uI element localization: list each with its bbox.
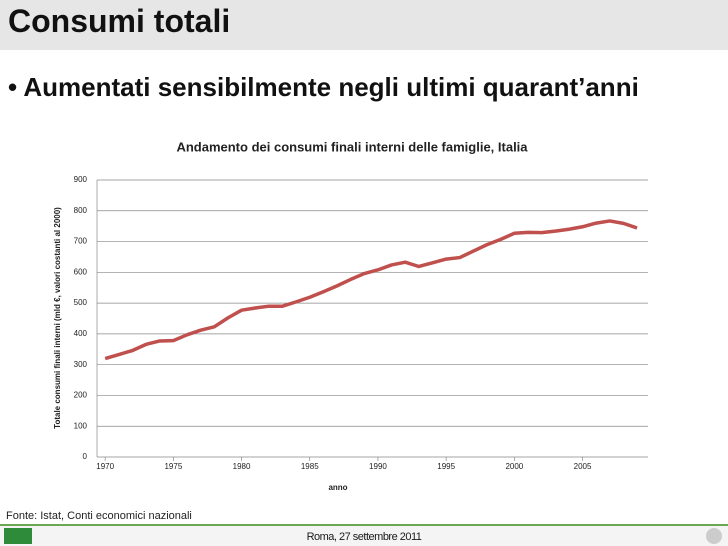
y-tick-label: 800 xyxy=(74,206,88,215)
chart-title: Andamento dei consumi finali interni del… xyxy=(176,139,528,154)
bullet-dot: • xyxy=(8,72,24,102)
y-tick-label: 200 xyxy=(74,391,88,400)
y-tick-label: 100 xyxy=(74,421,88,430)
x-tick-label: 1990 xyxy=(369,462,387,471)
x-tick-label: 1995 xyxy=(437,462,455,471)
y-tick-label: 900 xyxy=(74,175,88,184)
y-tick-label: 500 xyxy=(74,298,88,307)
chart: Andamento dei consumi finali interni del… xyxy=(53,139,648,492)
y-tick-label: 700 xyxy=(74,237,88,246)
x-tick-label: 2005 xyxy=(574,462,592,471)
x-tick-label: 1980 xyxy=(233,462,251,471)
y-tick-label: 0 xyxy=(83,452,88,461)
x-tick-label: 2000 xyxy=(505,462,523,471)
slide-title: Consumi totali xyxy=(8,3,231,39)
x-axis-label: anno xyxy=(328,483,347,492)
footer-date: Roma, 27 settembre 2011 xyxy=(306,531,422,543)
logo-left xyxy=(4,528,32,544)
y-tick-label: 400 xyxy=(74,329,88,338)
x-tick-label: 1985 xyxy=(301,462,319,471)
bullet-text: Aumentati sensibilmente negli ultimi qua… xyxy=(23,72,639,102)
y-tick-label: 600 xyxy=(74,267,88,276)
logo-right xyxy=(706,528,722,544)
header-bar xyxy=(0,0,728,50)
x-tick-label: 1975 xyxy=(164,462,182,471)
footer-bar: Roma, 27 settembre 2011 xyxy=(0,524,728,546)
source-note: Fonte: Istat, Conti economici nazionali xyxy=(6,510,192,522)
y-tick-label: 300 xyxy=(74,360,88,369)
y-axis-label: Totale consumi finali interni (mld €, va… xyxy=(53,207,62,429)
bullet: • Aumentati sensibilmente negli ultimi q… xyxy=(8,72,639,103)
data-line xyxy=(104,219,638,361)
x-tick-label: 1970 xyxy=(96,462,114,471)
